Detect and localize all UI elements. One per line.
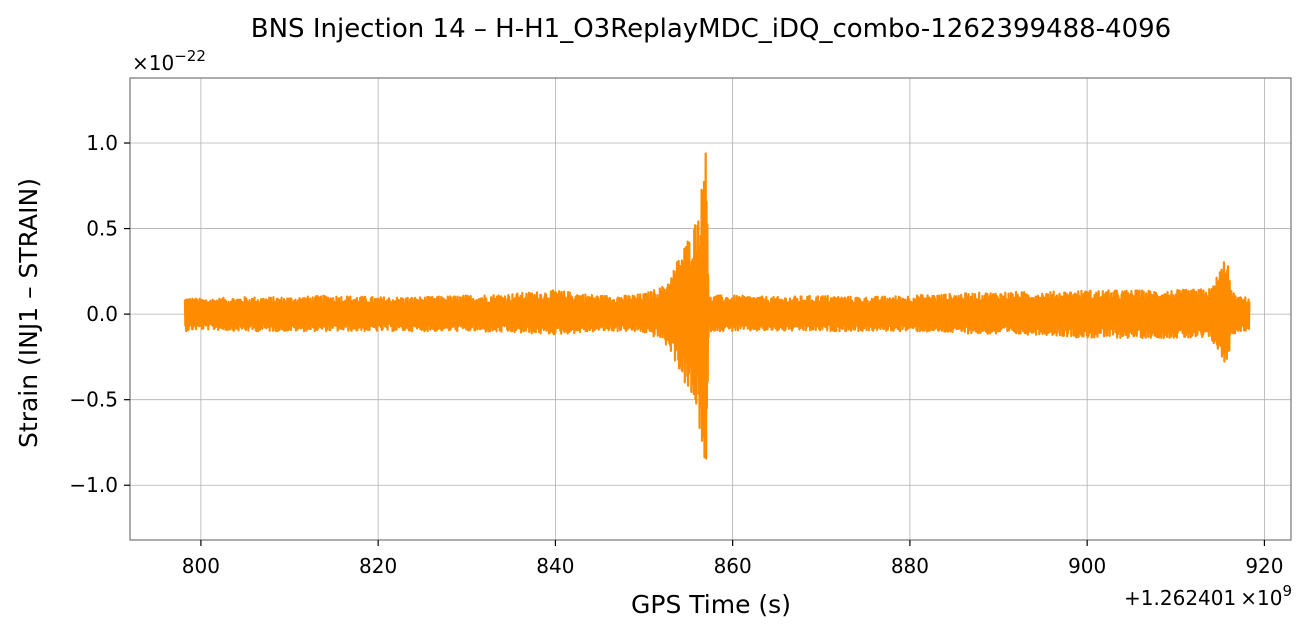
y-axis: −1.0 −0.5 0.0 0.5 1.0 xyxy=(69,131,130,497)
chart-title: BNS Injection 14 – H-H1_O3ReplayMDC_iDQ_… xyxy=(251,14,1171,44)
y-tick-label: −1.0 xyxy=(69,473,118,497)
x-tick-label: 880 xyxy=(891,554,929,578)
y-tick-label: 0.5 xyxy=(86,217,118,241)
y-tick-label: 0.0 xyxy=(86,302,118,326)
x-offset-label: +1.262401 ×109 xyxy=(1124,582,1292,610)
y-tick-label: 1.0 xyxy=(86,131,118,155)
x-tick-label: 820 xyxy=(359,554,397,578)
y-tick-label: −0.5 xyxy=(69,388,118,412)
plot-frame xyxy=(129,77,1292,541)
y-scale-label: ×10−22 xyxy=(132,47,206,75)
x-tick-label: 860 xyxy=(714,554,752,578)
x-tick-label: 920 xyxy=(1245,554,1283,578)
x-tick-label: 900 xyxy=(1068,554,1106,578)
x-axis: 800 820 840 860 880 900 920 xyxy=(182,540,1284,578)
strain-series-line xyxy=(183,152,1251,460)
x-tick-label: 800 xyxy=(182,554,220,578)
x-tick-label: 840 xyxy=(536,554,574,578)
series-layer xyxy=(183,152,1251,460)
y-axis-label: Strain (INJ1 – STRAIN) xyxy=(14,178,43,448)
x-axis-label: GPS Time (s) xyxy=(631,590,791,619)
